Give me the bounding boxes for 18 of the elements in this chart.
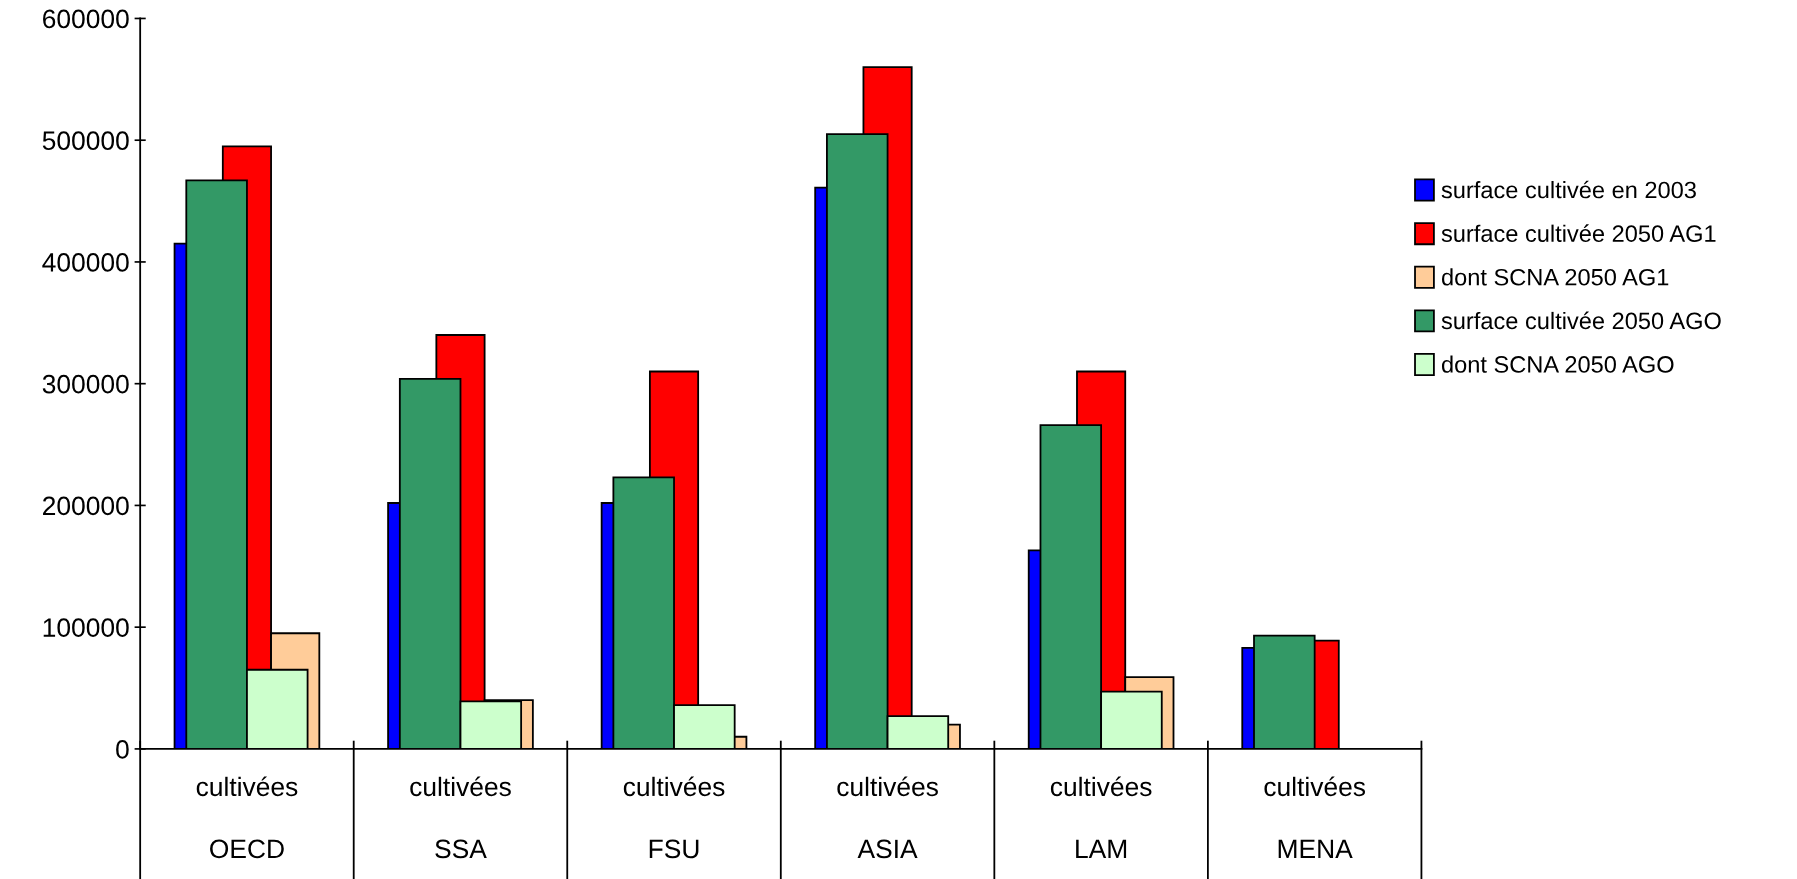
category-label: cultivées LAM [1050,776,1152,858]
legend-label: surface cultivée 2050 AG1 [1441,224,1716,242]
category-label: cultivées OECD [196,776,298,859]
legend-label: surface cultivée 2050 AGO [1441,311,1721,330]
category-label: cultivées ASIA [837,776,938,859]
y-tick-label: 600000 [43,9,129,29]
y-tick-label: 300000 [42,374,129,394]
category-label: cultivées SSA [410,776,511,859]
legend-label: dont SCNA 2050 AG1 [1441,268,1669,286]
category-label: cultivées MENA [1264,776,1366,858]
y-tick-label: 400000 [42,253,129,272]
y-tick-label: 200000 [43,496,129,516]
legend-label: surface cultivée en 2003 [1441,180,1696,199]
y-tick-label: 0 [116,740,129,759]
category-label: cultivées FSU [623,776,725,859]
y-tick-label: 500000 [42,131,129,151]
legend-label: dont SCNA 2050 AGO [1441,355,1674,373]
y-tick-label: 100000 [43,618,129,637]
